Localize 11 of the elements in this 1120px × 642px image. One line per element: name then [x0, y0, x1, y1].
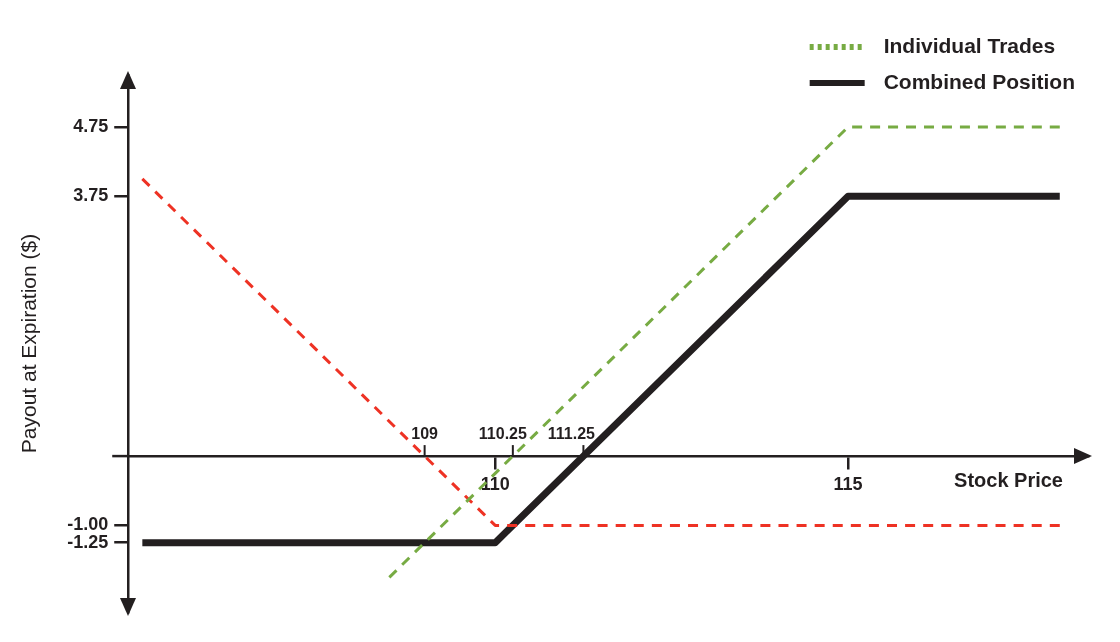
x-tick-label: 110: [480, 473, 510, 494]
y-axis-title: Payout at Expiration ($): [17, 233, 41, 454]
annotation: 110.25: [478, 425, 527, 443]
annotation: 111.25: [547, 425, 596, 443]
legend-label: Individual Trades: [883, 33, 1056, 57]
y-tick-label: 4.75: [73, 115, 109, 136]
x-tick-label: 115: [833, 473, 863, 494]
annotation: 109: [411, 425, 439, 443]
y-tick-label: 3.75: [73, 185, 109, 206]
legend-label: Combined Position: [883, 69, 1075, 93]
x-axis-title: Stock Price: [954, 468, 1063, 491]
